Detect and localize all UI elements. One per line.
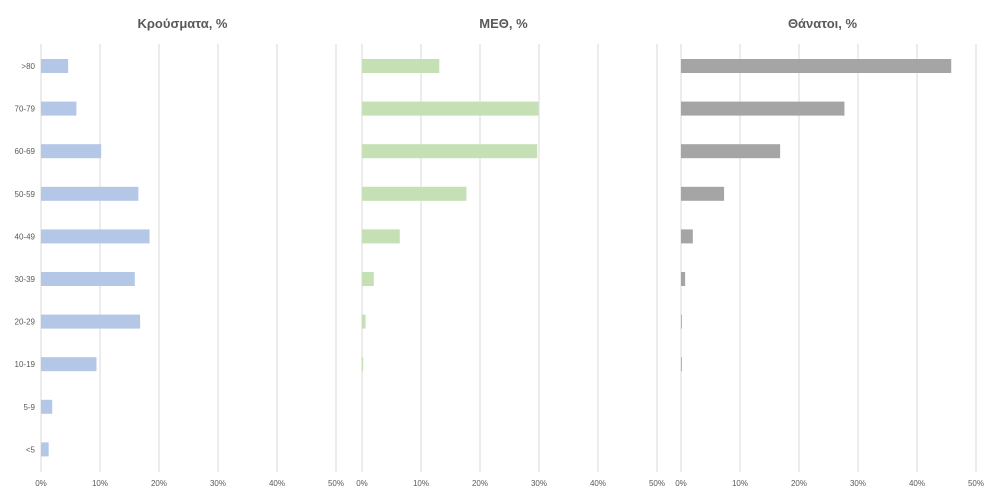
bar-p1-6: [41, 314, 141, 329]
x-tick-label-p2-1: 10%: [413, 479, 429, 488]
panel-title-1: Κρούσματα, %: [138, 16, 228, 31]
x-tick-label-p3-5: 50%: [968, 479, 984, 488]
x-tick-label-p2-0: 0%: [356, 479, 368, 488]
category-label-6: 20-29: [15, 318, 36, 327]
x-tick-label-p1-1: 10%: [92, 479, 108, 488]
bar-p1-9: [41, 442, 49, 457]
bar-p1-0: [41, 59, 69, 73]
category-label-1: 70-79: [15, 105, 36, 114]
bar-p1-8: [41, 399, 53, 414]
bar-p1-3: [41, 186, 139, 201]
category-label-4: 40-49: [15, 232, 36, 241]
bar-p1-7: [41, 357, 97, 372]
bar-p2-1: [362, 101, 539, 116]
bar-p2-4: [362, 229, 400, 244]
x-tick-label-p3-1: 10%: [732, 479, 748, 488]
bar-p3-1: [681, 101, 845, 116]
bar-p2-2: [362, 144, 538, 159]
category-label-2: 60-69: [15, 147, 36, 156]
category-label-8: 5-9: [23, 403, 35, 412]
x-tick-label-p1-4: 40%: [269, 479, 285, 488]
x-tick-label-p2-3: 30%: [531, 479, 547, 488]
bar-p3-5: [681, 272, 686, 286]
bar-p3-4: [681, 229, 693, 244]
category-label-5: 30-39: [15, 275, 36, 284]
x-tick-label-p2-2: 20%: [472, 479, 488, 488]
x-tick-label-p2-5: 50%: [649, 479, 665, 488]
bar-p1-4: [41, 229, 150, 244]
bar-p2-6: [362, 314, 366, 329]
bar-p3-2: [681, 144, 781, 159]
bar-p3-7: [681, 357, 682, 372]
x-tick-label-p1-5: 50%: [328, 479, 344, 488]
category-label-0: >80: [21, 62, 35, 71]
x-tick-label-p3-3: 30%: [850, 479, 866, 488]
x-tick-label-p3-4: 40%: [909, 479, 925, 488]
category-label-9: <5: [26, 445, 36, 454]
category-label-3: 50-59: [15, 190, 36, 199]
bar-p1-1: [41, 101, 77, 116]
bar-p2-7: [362, 357, 364, 372]
bar-p1-2: [41, 144, 102, 159]
category-label-7: 10-19: [15, 360, 36, 369]
x-tick-label-p1-2: 20%: [151, 479, 167, 488]
bar-p1-5: [41, 272, 135, 286]
bar-p2-0: [362, 59, 440, 73]
bar-p2-3: [362, 186, 467, 201]
panel-title-2: ΜΕΘ, %: [479, 16, 528, 31]
bar-p3-6: [681, 314, 682, 329]
x-tick-label-p1-0: 0%: [35, 479, 47, 488]
x-tick-label-p3-0: 0%: [675, 479, 687, 488]
x-tick-label-p2-4: 40%: [590, 479, 606, 488]
bar-p3-0: [681, 59, 952, 73]
x-tick-label-p3-2: 20%: [791, 479, 807, 488]
bar-p3-3: [681, 186, 725, 201]
bar-p2-5: [362, 272, 374, 286]
x-tick-label-p1-3: 30%: [210, 479, 226, 488]
panel-title-3: Θάνατοι, %: [788, 16, 858, 31]
